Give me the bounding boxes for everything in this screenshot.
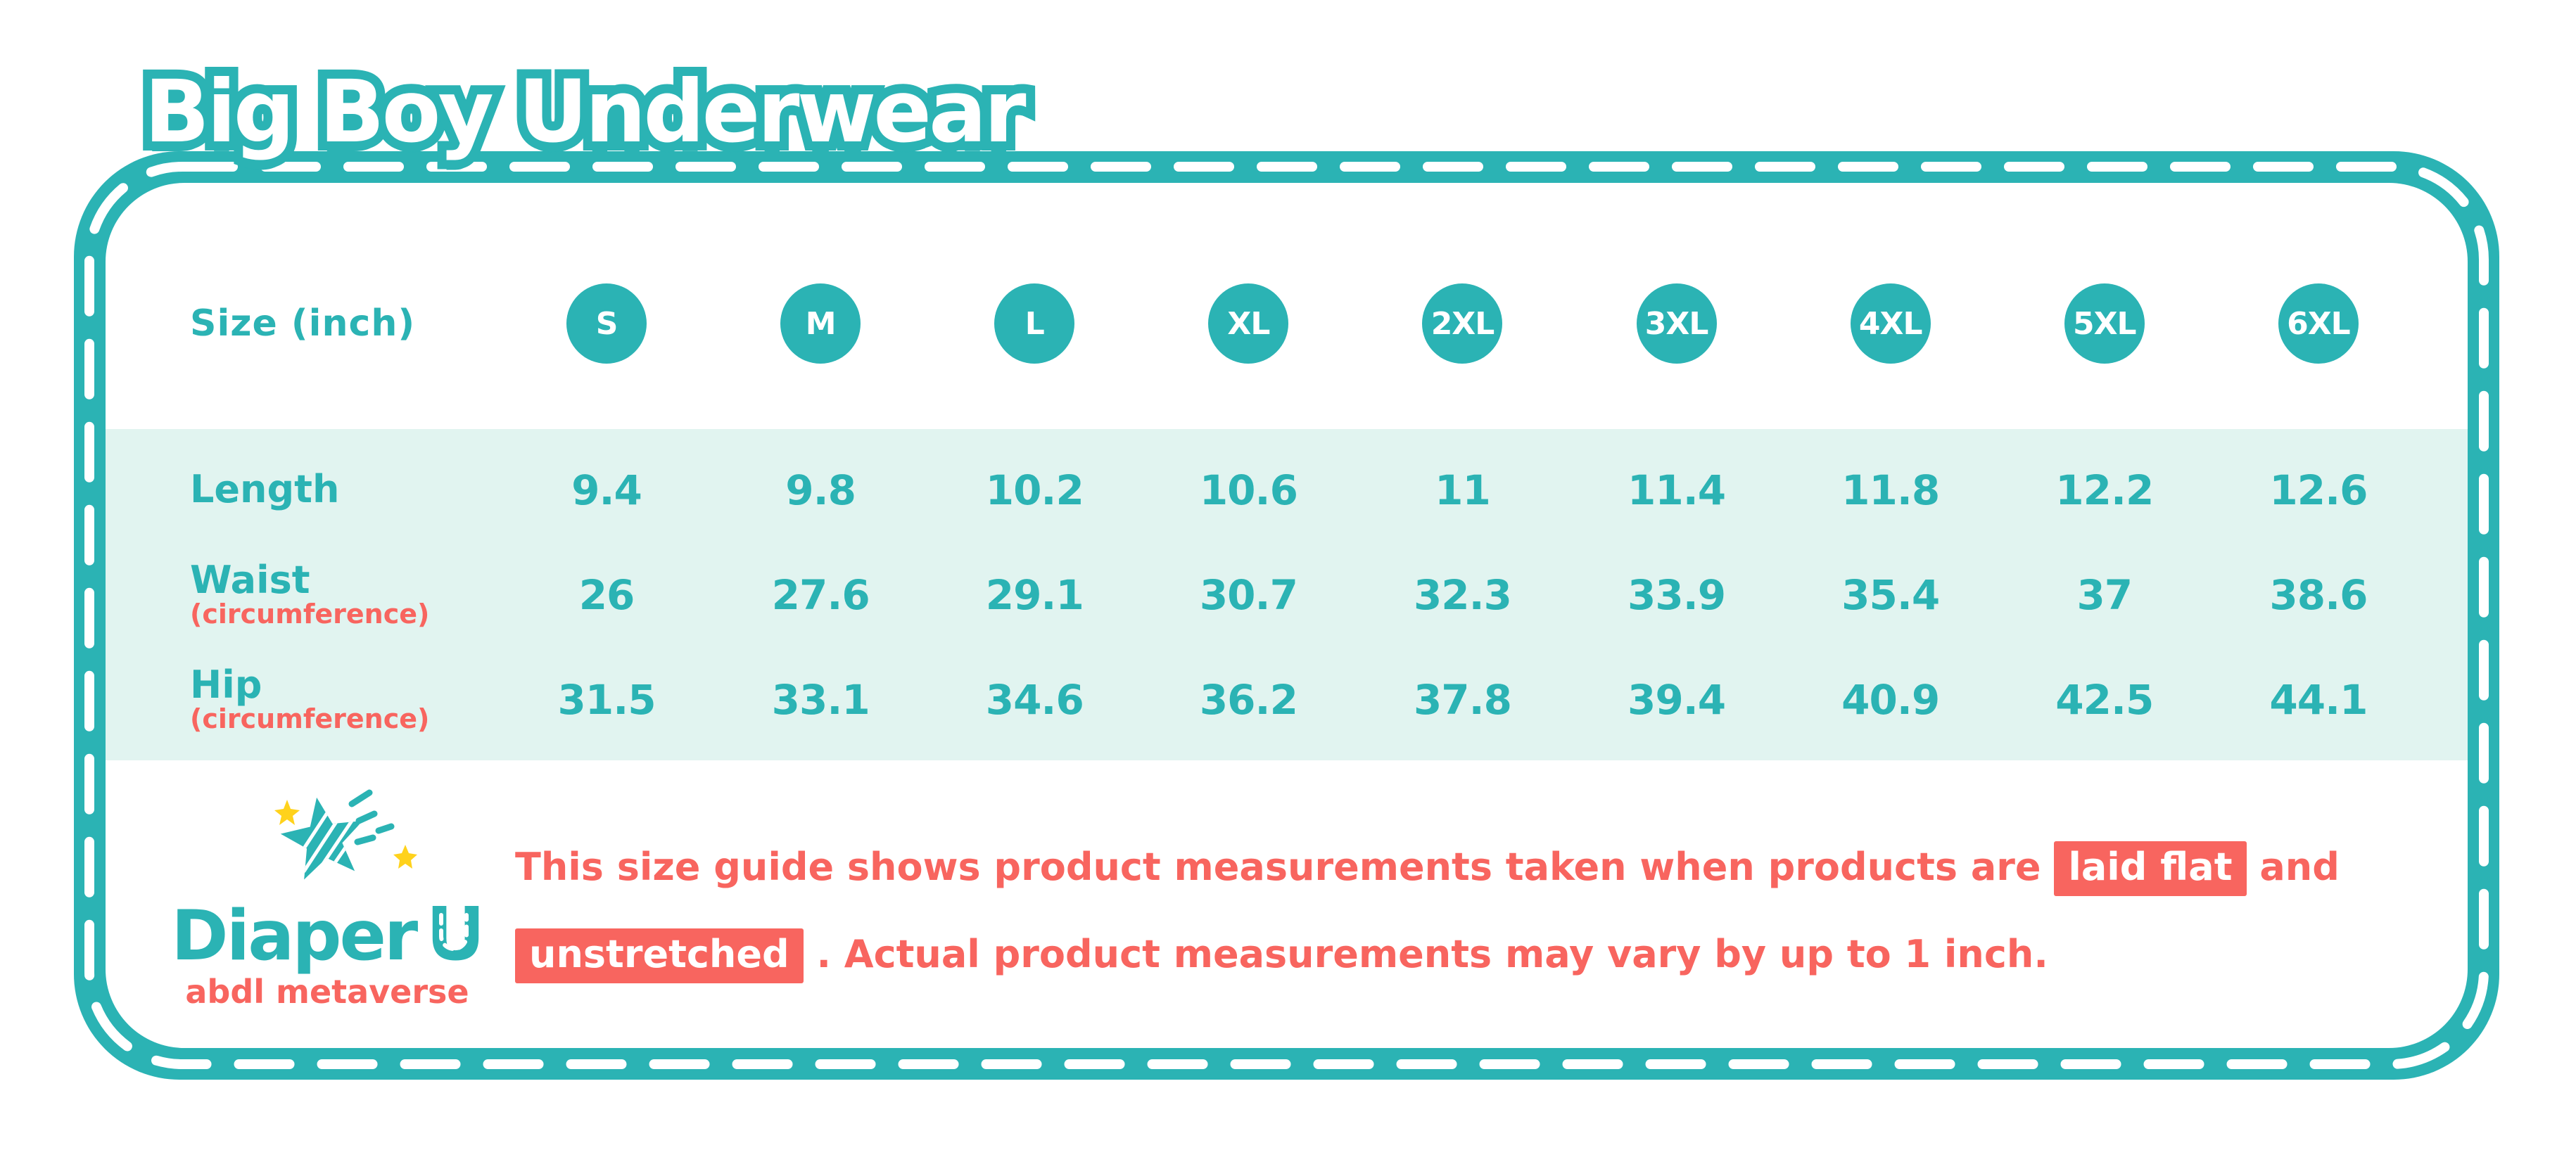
highlight-laid-flat: laid flat xyxy=(2054,841,2247,896)
disclaimer-text: . Actual product measurements may vary b… xyxy=(816,932,2048,976)
size-badge: 3XL xyxy=(1636,283,1717,364)
cell-value: 11.8 xyxy=(1841,466,1940,514)
size-header-cell: 5XL xyxy=(1998,283,2212,364)
cell-value: 9.8 xyxy=(785,466,856,514)
table-row: Waist (circumference) 26 27.6 29.1 30.7 32.3 33… xyxy=(106,542,2468,647)
brand-name-u: U xyxy=(426,891,485,977)
disclaimer: This size guide shows product measuremen… xyxy=(515,841,2478,1016)
cell-value: 36.2 xyxy=(1199,675,1298,724)
page-title-outline: Big Boy Underwear xyxy=(135,56,1036,168)
table-row: Length 9.4 9.8 10.2 10.6 11 11.4 11.8 12.2 12.6 xyxy=(106,437,2468,542)
cell-value: 35.4 xyxy=(1841,570,1940,619)
size-badge: 5XL xyxy=(2064,283,2145,364)
cell-value: 42.5 xyxy=(2055,675,2154,724)
row-label-cell: Hip (circumference) xyxy=(106,665,500,734)
row-label: Waist xyxy=(190,558,310,603)
size-header-cell: XL xyxy=(1141,283,1355,364)
size-header-label: Size (inch) xyxy=(190,302,416,345)
brand-tagline: abdl metaverse xyxy=(185,973,469,1011)
cell-value: 30.7 xyxy=(1199,570,1298,619)
cell-value: 38.6 xyxy=(2269,570,2368,619)
size-header-cell: L xyxy=(927,283,1141,364)
cell-value: 34.6 xyxy=(985,675,1084,724)
disclaimer-line-2: unstretched . Actual product measurement… xyxy=(515,928,2478,983)
cell-value: 11 xyxy=(1435,466,1491,514)
cell-value: 27.6 xyxy=(771,570,870,619)
size-header-cell: M xyxy=(713,283,927,364)
row-label-cell: Waist (circumference) xyxy=(106,561,500,629)
cell-value: 33.9 xyxy=(1628,570,1726,619)
disclaimer-text: and xyxy=(2259,845,2340,889)
size-badge: 2XL xyxy=(1422,283,1503,364)
row-sublabel: (circumference) xyxy=(190,703,430,734)
header-row: Size (inch) S M L XL 2XL 3XL 4XL 5XL 6XL xyxy=(106,183,2468,429)
cell-value: 11.4 xyxy=(1628,466,1726,514)
cell-value: 32.3 xyxy=(1413,570,1512,619)
size-table: Size (inch) S M L XL 2XL 3XL 4XL 5XL 6XL Length 9… xyxy=(106,183,2468,760)
cell-value: 10.6 xyxy=(1199,466,1298,514)
size-badge: S xyxy=(566,283,647,364)
size-badge: 6XL xyxy=(2278,283,2359,364)
size-header-cell: 6XL xyxy=(2212,283,2425,364)
cell-value: 44.1 xyxy=(2269,675,2368,724)
size-badge: L xyxy=(994,283,1075,364)
brand-logo: Diaper U abdl metaverse xyxy=(162,784,493,1011)
size-badge: XL xyxy=(1208,283,1289,364)
table-row: Hip (circumference) 31.5 33.1 34.6 36.2 37.8 39… xyxy=(106,647,2468,752)
cell-value: 31.5 xyxy=(557,675,656,724)
highlight-unstretched: unstretched xyxy=(515,928,804,983)
cell-value: 37 xyxy=(2076,570,2133,619)
yellow-star-icon xyxy=(274,800,300,825)
size-header-cell: S xyxy=(500,283,713,364)
size-badge: 4XL xyxy=(1850,283,1931,364)
cell-value: 9.4 xyxy=(571,466,642,514)
brand-name-main: Diaper xyxy=(171,896,418,976)
cell-value: 39.4 xyxy=(1628,675,1726,724)
cell-value: 26 xyxy=(578,570,635,619)
size-badge: M xyxy=(780,283,861,364)
size-header-cell: 3XL xyxy=(1570,283,1784,364)
brand-name: Diaper U xyxy=(162,891,493,977)
size-header-cell: 2XL xyxy=(1355,283,1569,364)
row-label: Hip xyxy=(190,663,262,708)
page-title-text: Big Boy Underwear xyxy=(144,62,1027,162)
yellow-star-icon xyxy=(393,845,417,869)
stitch-border-icon xyxy=(84,162,2489,1069)
cell-value: 29.1 xyxy=(985,570,1084,619)
page-title: Big Boy Underwear Big Boy Underwear xyxy=(135,56,1036,168)
row-label: Length xyxy=(190,467,340,512)
disclaimer-text: This size guide shows product measuremen… xyxy=(515,845,2041,889)
row-label-cell: Length xyxy=(106,467,500,512)
row-sublabel: (circumference) xyxy=(190,598,430,630)
disclaimer-line-1: This size guide shows product measuremen… xyxy=(515,841,2478,896)
measurement-rows-band: Length 9.4 9.8 10.2 10.6 11 11.4 11.8 12.2 12.6 Wa… xyxy=(106,429,2468,760)
star-doodle-icon xyxy=(274,789,417,880)
cell-value: 12.6 xyxy=(2269,466,2368,514)
cell-value: 12.2 xyxy=(2055,466,2154,514)
cell-value: 33.1 xyxy=(771,675,870,724)
cell-value: 10.2 xyxy=(985,466,1084,514)
size-header-cell: 4XL xyxy=(1784,283,1998,364)
cell-value: 40.9 xyxy=(1841,675,1940,724)
cell-value: 37.8 xyxy=(1413,675,1512,724)
